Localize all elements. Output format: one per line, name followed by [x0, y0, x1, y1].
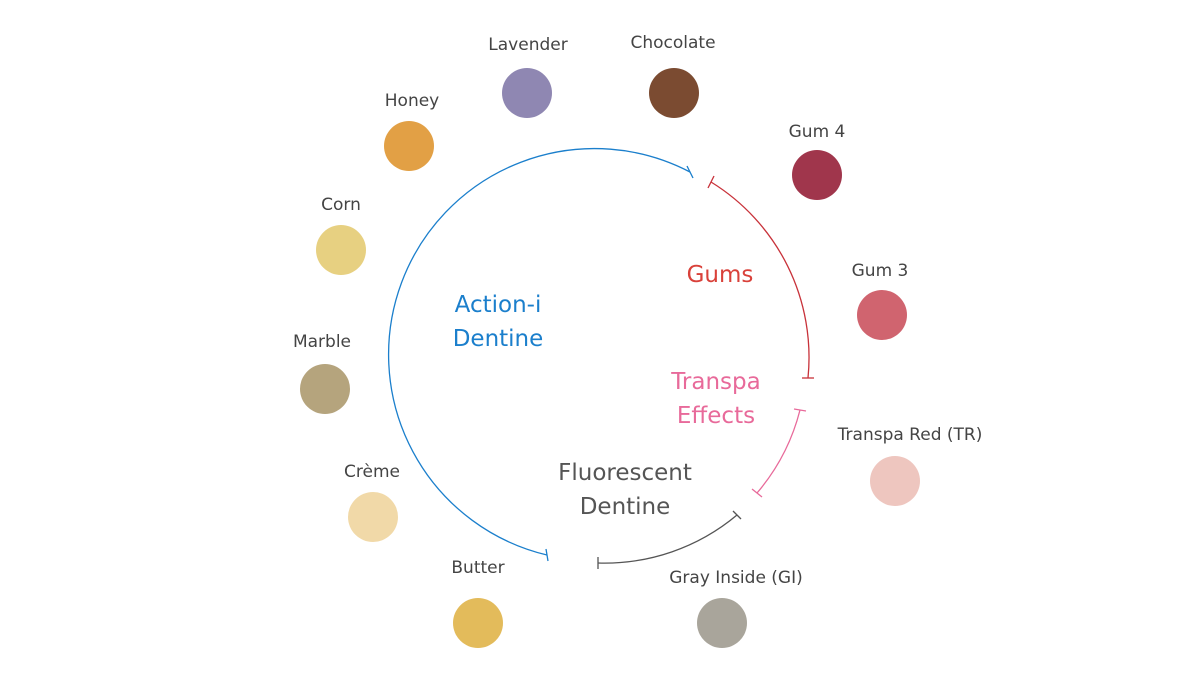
action-i-arc	[387, 147, 691, 556]
gums-arc	[710, 181, 810, 379]
shade-swatch-marble	[300, 364, 350, 414]
gums-arc-end	[707, 175, 715, 189]
shade-swatch-gray-inside	[697, 598, 747, 648]
shade-label: Lavender	[488, 35, 568, 55]
transpa-arc-end	[751, 488, 763, 498]
group-label-action-i: Action-i Dentine	[453, 288, 544, 356]
shade-swatch-lavender	[502, 68, 552, 118]
fluorescent-arc-end	[732, 510, 742, 520]
shade-swatch-creme	[348, 492, 398, 542]
group-label-line: Fluorescent	[558, 460, 692, 486]
shade-label: Butter	[451, 558, 505, 578]
shade-swatch-honey	[384, 121, 434, 171]
group-label-line: Effects	[676, 403, 756, 429]
action-i-arc-end	[686, 165, 694, 179]
transpa-arc-end	[793, 408, 807, 412]
shade-label: Gray Inside (GI)	[669, 568, 803, 588]
action-i-arc-end	[545, 548, 549, 562]
shade-label: Marble	[292, 332, 352, 352]
shade-label: Corn	[321, 195, 361, 215]
shade-swatch-corn	[316, 225, 366, 275]
shade-swatch-chocolate	[649, 68, 699, 118]
shade-label: Transpa Red (TR)	[837, 425, 983, 445]
group-label-line: Dentine	[452, 326, 544, 352]
shade-label: Gum 3	[851, 261, 909, 281]
group-label-line: Dentine	[579, 494, 671, 520]
transpa-arc	[756, 409, 801, 494]
group-label-fluorescent: Fluorescent Dentine	[558, 456, 692, 524]
shade-swatch-butter	[453, 598, 503, 648]
group-label-gums: Gums	[687, 258, 754, 292]
group-label-line: Transpa	[671, 369, 761, 395]
shade-swatch-transpa-red	[870, 456, 920, 506]
shade-label: Honey	[384, 91, 440, 111]
group-label-transpa: Transpa Effects	[671, 365, 760, 433]
shade-swatch-gum-3	[857, 290, 907, 340]
shade-swatch-gum-4	[792, 150, 842, 200]
fluorescent-arc	[597, 514, 738, 564]
shade-label: Crème	[344, 462, 400, 482]
group-label-line: Gums	[686, 262, 754, 288]
shade-label: Gum 4	[788, 122, 846, 142]
group-label-line: Action-i	[454, 292, 542, 318]
shade-label: Chocolate	[630, 33, 716, 53]
